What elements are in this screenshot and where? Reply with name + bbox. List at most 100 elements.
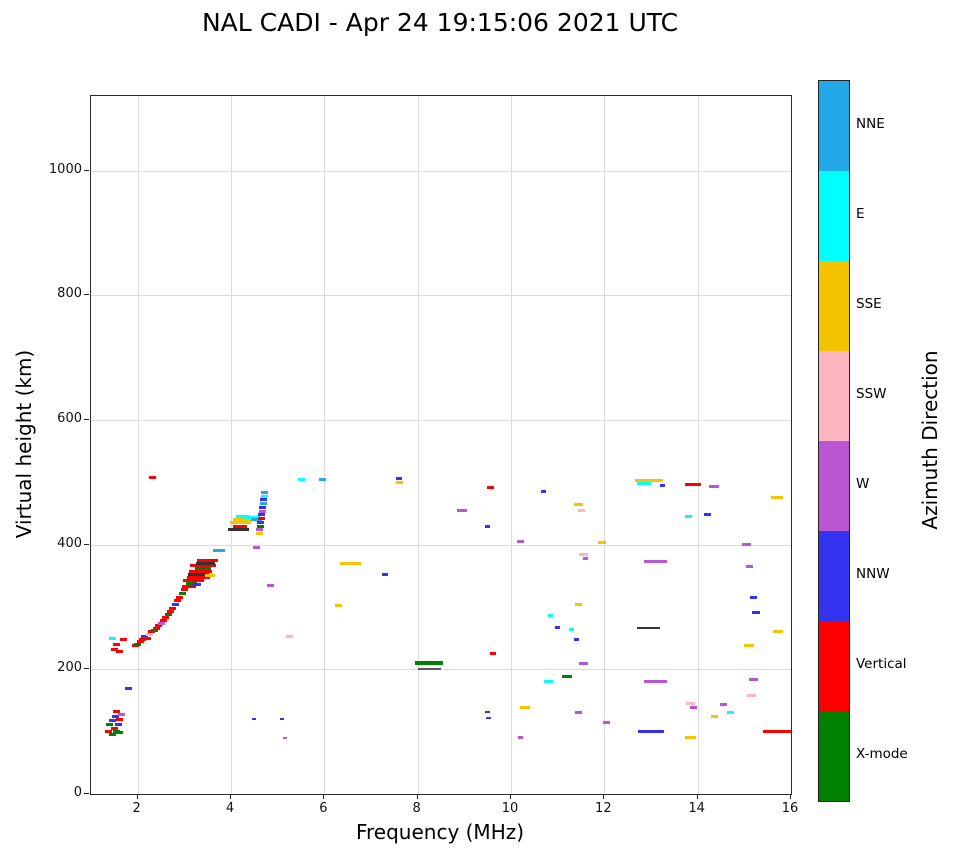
- data-point-SSW: [577, 508, 585, 512]
- data-point-SSE: [597, 541, 607, 545]
- data-point-E: [726, 711, 734, 715]
- data-point-W: [689, 706, 697, 710]
- data-point-Vertical: [176, 595, 184, 599]
- gridline-horizontal: [91, 420, 791, 422]
- y-tick-mark: [84, 169, 89, 171]
- data-point-SSE: [771, 496, 783, 500]
- data-point-NNW: [396, 476, 402, 480]
- x-tick-mark: [230, 794, 231, 799]
- data-point-X-mode: [150, 629, 158, 633]
- colorbar-category-label: X-mode: [856, 746, 908, 762]
- plot-area: [90, 95, 792, 795]
- data-point-SSW: [686, 701, 696, 705]
- data-point-mixed: [187, 573, 209, 577]
- data-point-Vertical: [490, 651, 497, 655]
- data-point-W: [575, 711, 583, 715]
- x-tick-label: 6: [319, 801, 328, 816]
- data-point-NNW: [751, 611, 761, 615]
- data-point-E: [637, 482, 651, 486]
- gridline-vertical: [231, 96, 232, 794]
- data-point-NNE: [318, 477, 326, 481]
- data-point-W: [457, 508, 467, 512]
- data-point-E: [108, 636, 116, 640]
- y-tick-mark: [84, 668, 89, 670]
- data-point-X-mode: [164, 613, 172, 616]
- data-point-NNW: [280, 718, 285, 721]
- data-point-W: [644, 560, 668, 564]
- data-point-Vertical: [197, 559, 219, 563]
- data-point-NNW: [573, 637, 580, 641]
- data-point-Vertical: [105, 730, 113, 734]
- data-point-NNW: [659, 484, 666, 487]
- data-point-NNW: [124, 686, 132, 690]
- x-tick-label: 2: [132, 801, 141, 816]
- y-tick-label: 600: [57, 411, 82, 427]
- colorbar-category-label: Vertical: [856, 656, 907, 672]
- data-point-NNW: [260, 498, 268, 502]
- colorbar-segment-X-mode: [819, 711, 849, 801]
- data-point-NNW: [258, 513, 266, 517]
- data-point-W: [709, 484, 719, 488]
- data-point-SSE: [684, 736, 697, 740]
- data-point-W: [282, 736, 287, 739]
- colorbar-axis-label: Azimuth Direction: [918, 350, 942, 530]
- gridline-vertical: [137, 96, 139, 794]
- data-point-SSE: [773, 629, 783, 633]
- data-point-Vertical: [233, 524, 248, 528]
- gridline-vertical: [791, 96, 792, 794]
- data-point-NNW: [750, 596, 758, 600]
- gridline-horizontal: [91, 170, 791, 172]
- data-point-SSE: [744, 644, 754, 648]
- colorbar-segment-SSE: [819, 261, 849, 351]
- data-point-Vertical: [258, 517, 266, 521]
- data-point-E: [243, 516, 261, 520]
- data-point-Vertical: [143, 636, 151, 640]
- data-point-SSE: [575, 603, 583, 607]
- data-point-SSE: [334, 604, 342, 608]
- y-tick-mark: [84, 543, 89, 545]
- data-point-Vertical: [136, 640, 144, 644]
- data-point-SSW: [285, 634, 293, 638]
- x-tick-label: 14: [688, 801, 705, 816]
- data-point-W: [259, 509, 267, 513]
- chart-title: NAL CADI - Apr 24 19:15:06 2021 UTC: [201, 8, 679, 37]
- data-point-SSE: [396, 480, 404, 484]
- colorbar-category-label: E: [856, 206, 865, 222]
- data-point-W: [719, 702, 727, 706]
- data-point-SSW: [145, 632, 153, 636]
- data-point-W: [644, 679, 668, 683]
- y-tick-label: 1000: [48, 161, 82, 177]
- colorbar-segment-NNE: [819, 81, 849, 171]
- data-point-SSW: [578, 553, 588, 557]
- y-tick-label: 800: [57, 286, 82, 302]
- data-point-NNW: [257, 520, 265, 524]
- data-point-E: [261, 494, 269, 498]
- data-point-W: [582, 556, 589, 560]
- data-point-Vertical: [486, 485, 494, 489]
- data-point-X-mode: [178, 591, 186, 595]
- data-point-NNW: [191, 583, 201, 587]
- y-tick-mark: [84, 294, 89, 296]
- colorbar-segment-E: [819, 171, 849, 261]
- data-point-X-mode: [134, 642, 142, 646]
- data-point-Vertical: [186, 576, 210, 580]
- colorbar-category-label: W: [856, 476, 870, 492]
- data-point-SSE: [634, 479, 663, 483]
- data-point-SSE: [710, 714, 718, 718]
- gridline-horizontal: [91, 295, 791, 297]
- y-tick-mark: [84, 793, 89, 794]
- data-point-NNW: [259, 505, 267, 509]
- data-point-Vertical: [138, 637, 146, 641]
- data-point-SSE: [256, 531, 264, 535]
- data-point-NNW: [108, 718, 116, 722]
- y-tick-label: 400: [57, 535, 82, 551]
- data-point-mixed: [227, 527, 249, 531]
- x-tick-mark: [603, 794, 605, 799]
- colorbar-category-label: NNE: [856, 116, 885, 132]
- data-point-X-mode: [116, 731, 124, 735]
- data-point-X-mode: [106, 722, 114, 726]
- colorbar: [818, 80, 850, 802]
- x-tick-label: 16: [781, 801, 799, 816]
- data-point-NNW: [171, 603, 179, 607]
- y-tick-label: 200: [57, 660, 82, 676]
